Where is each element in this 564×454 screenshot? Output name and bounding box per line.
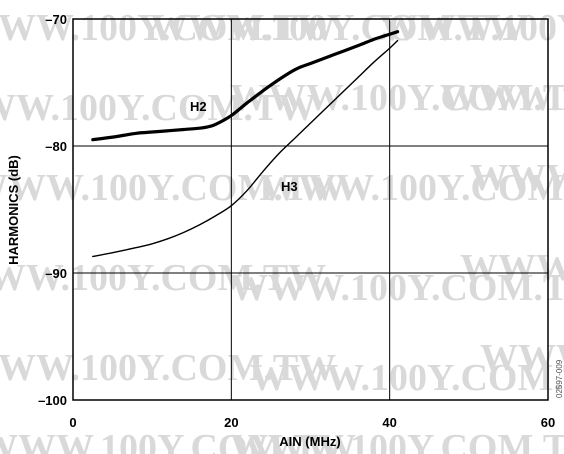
watermark: WWW.100Y.COM.TW WWW.100Y.COM.TW WWW.100Y.C…: [0, 7, 564, 454]
watermark-text: WWW.100Y.COM.TW: [480, 337, 564, 379]
x-axis-label: AIN (MHz): [279, 434, 340, 449]
series-label-h3: H3: [281, 179, 298, 194]
x-tick-label: 20: [224, 415, 238, 430]
series-label-h2: H2: [190, 99, 207, 114]
figure-code: 02597-009: [555, 359, 564, 398]
watermark-text: WWW.100Y.COM.TW: [380, 7, 564, 49]
y-tick-label: –90: [45, 266, 67, 281]
x-tick-label: 60: [541, 415, 555, 430]
series-lines: [93, 32, 398, 257]
y-tick-label: –80: [45, 139, 67, 154]
watermark-text: WWW.100Y.COM.TW: [470, 157, 564, 199]
x-tick-label: 0: [69, 415, 76, 430]
y-axis-label: HARMONICS (dB): [6, 155, 21, 265]
series-line-h3: [93, 41, 398, 257]
watermark-text: WWW.100Y.COM.TW: [440, 77, 564, 119]
y-tick-label: –100: [38, 393, 67, 408]
x-tick-label: 40: [382, 415, 396, 430]
y-tick-label: –70: [45, 12, 67, 27]
